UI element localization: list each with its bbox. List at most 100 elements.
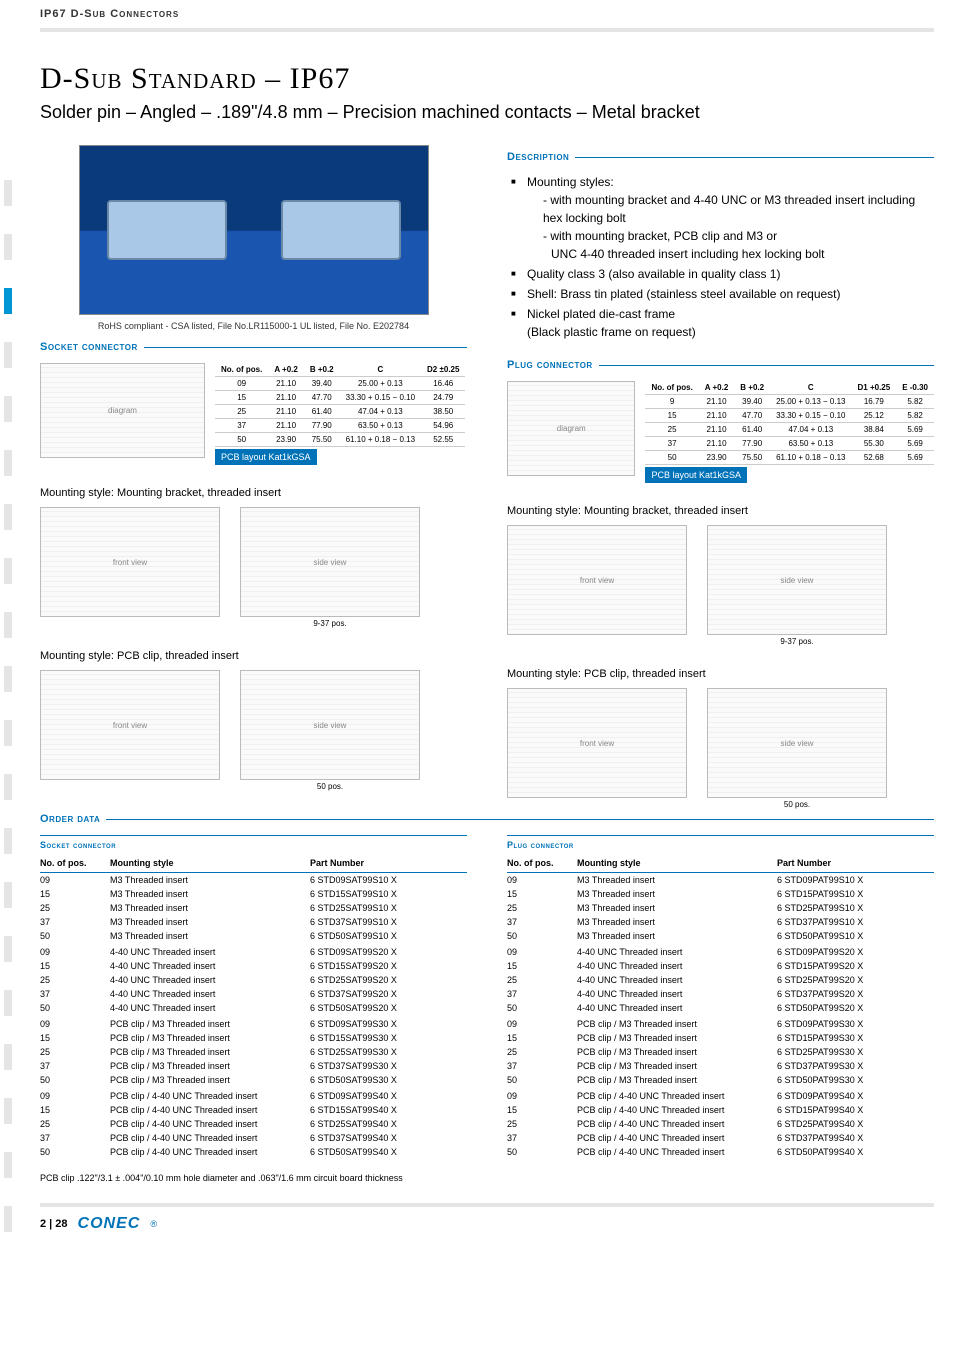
socket-dimension-table: No. of pos.A +0.2B +0.2CD2 ±0.250921.103… (215, 363, 465, 447)
order-cell: 15 (507, 887, 577, 901)
order-cell: 6 STD09PAT99S20 X (777, 943, 934, 959)
order-cell: 09 (507, 1087, 577, 1103)
order-cell: 6 STD50PAT99S20 X (777, 1001, 934, 1015)
order-row: 25PCB clip / 4-40 UNC Threaded insert6 S… (40, 1117, 467, 1131)
desc-item-shell: Shell: Brass tin plated (stainless steel… (511, 285, 934, 303)
dim-cell: 47.70 (734, 409, 770, 423)
order-cell: 37 (507, 915, 577, 929)
order-cell: 6 STD50SAT99S30 X (310, 1073, 467, 1087)
order-row: 09M3 Threaded insert6 STD09SAT99S10 X (40, 873, 467, 888)
pos-label-b: 50 pos. (240, 782, 420, 791)
dim-cell: 21.10 (699, 437, 735, 451)
order-cell: 6 STD37PAT99S40 X (777, 1131, 934, 1145)
dim-cell: 25 (215, 405, 268, 419)
order-row: 094-40 UNC Threaded insert6 STD09SAT99S2… (40, 943, 467, 959)
dim-col-header: B +0.2 (304, 363, 340, 377)
order-cell: 6 STD25PAT99S20 X (777, 973, 934, 987)
plug-dimension-table: No. of pos.A +0.2B +0.2CD1 +0.25E -0.309… (645, 381, 934, 465)
order-cell: 6 STD50SAT99S20 X (310, 1001, 467, 1015)
order-col-header: No. of pos. (507, 854, 577, 873)
order-cell: M3 Threaded insert (110, 929, 310, 943)
order-cell: 6 STD50PAT99S10 X (777, 929, 934, 943)
dim-cell: 5.69 (896, 437, 934, 451)
dim-row: 0921.1039.4025.00 + 0.1316.46 (215, 377, 465, 391)
order-cell: 25 (507, 1045, 577, 1059)
order-cell: 15 (40, 1031, 110, 1045)
pcb-layout-badge: PCB layout Kat1kGSA (215, 449, 317, 465)
order-cell: M3 Threaded insert (110, 873, 310, 888)
dim-cell: 47.04 + 0.13 (770, 423, 851, 437)
dim-cell: 21.10 (699, 395, 735, 409)
order-cell: 6 STD37SAT99S30 X (310, 1059, 467, 1073)
order-row: 37M3 Threaded insert6 STD37SAT99S10 X (40, 915, 467, 929)
dim-cell: 52.55 (421, 433, 465, 447)
dim-col-header: A +0.2 (699, 381, 735, 395)
order-row: 50PCB clip / 4-40 UNC Threaded insert6 S… (40, 1145, 467, 1159)
order-cell: 25 (40, 973, 110, 987)
mount-bracket-label-plug: Mounting style: Mounting bracket, thread… (507, 505, 934, 517)
dim-cell: 55.30 (852, 437, 897, 451)
order-cell: M3 Threaded insert (577, 901, 777, 915)
desc-item-quality: Quality class 3 (also available in quali… (511, 265, 934, 283)
order-cell: M3 Threaded insert (110, 887, 310, 901)
order-cell: 6 STD50PAT99S30 X (777, 1073, 934, 1087)
dim-cell: 38.50 (421, 405, 465, 419)
order-cell: 6 STD37SAT99S20 X (310, 987, 467, 1001)
dim-cell: 21.10 (268, 405, 304, 419)
plug-pcb-diagram-front: front view (507, 688, 687, 798)
order-cell: 6 STD37PAT99S10 X (777, 915, 934, 929)
order-row: 50M3 Threaded insert6 STD50SAT99S10 X (40, 929, 467, 943)
order-cell: PCB clip / M3 Threaded insert (110, 1031, 310, 1045)
order-row: 37PCB clip / M3 Threaded insert6 STD37PA… (507, 1059, 934, 1073)
order-col-header: Part Number (777, 854, 934, 873)
dim-col-header: A +0.2 (268, 363, 304, 377)
order-cell: 25 (507, 1117, 577, 1131)
dim-cell: 47.04 + 0.13 (340, 405, 421, 419)
dim-cell: 33.30 + 0.15 − 0.10 (770, 409, 851, 423)
order-cell: 4-40 UNC Threaded insert (577, 943, 777, 959)
dim-cell: 5.69 (896, 423, 934, 437)
order-cell: 50 (507, 929, 577, 943)
order-cell: 25 (507, 973, 577, 987)
socket-label-text: Socket connector (40, 341, 138, 353)
order-cell: PCB clip / 4-40 UNC Threaded insert (110, 1145, 310, 1159)
dim-cell: 24.79 (421, 391, 465, 405)
order-cell: 4-40 UNC Threaded insert (110, 943, 310, 959)
order-cell: 6 STD09SAT99S40 X (310, 1087, 467, 1103)
dim-cell: 21.10 (699, 423, 735, 437)
order-col-header: Part Number (310, 854, 467, 873)
dim-cell: 16.79 (852, 395, 897, 409)
dim-cell: 9 (645, 395, 698, 409)
mount-pcb-diagram-front: front view (40, 670, 220, 780)
order-cell: 4-40 UNC Threaded insert (577, 973, 777, 987)
order-row: 50M3 Threaded insert6 STD50PAT99S10 X (507, 929, 934, 943)
dim-cell: 61.10 + 0.18 − 0.13 (770, 451, 851, 465)
dim-col-header: C (340, 363, 421, 377)
dim-cell: 75.50 (734, 451, 770, 465)
order-cell: 6 STD15PAT99S20 X (777, 959, 934, 973)
dim-cell: 23.90 (268, 433, 304, 447)
dim-col-header: D2 ±0.25 (421, 363, 465, 377)
order-cell: PCB clip / 4-40 UNC Threaded insert (110, 1117, 310, 1131)
order-row: 09PCB clip / M3 Threaded insert6 STD09PA… (507, 1015, 934, 1031)
order-cell: 6 STD09SAT99S20 X (310, 943, 467, 959)
pos-label-a: 9-37 pos. (240, 619, 420, 628)
order-row: 25PCB clip / M3 Threaded insert6 STD25PA… (507, 1045, 934, 1059)
dim-cell: 25.00 + 0.13 − 0.13 (770, 395, 851, 409)
description-list: Mounting styles: - with mounting bracket… (507, 173, 934, 341)
order-cell: 4-40 UNC Threaded insert (110, 1001, 310, 1015)
socket-diagram: diagram (40, 363, 205, 458)
order-cell: PCB clip / 4-40 UNC Threaded insert (577, 1131, 777, 1145)
dim-cell: 61.10 + 0.18 − 0.13 (340, 433, 421, 447)
dim-cell: 37 (215, 419, 268, 433)
order-row: 50PCB clip / M3 Threaded insert6 STD50PA… (507, 1073, 934, 1087)
dim-cell: 63.50 + 0.13 (770, 437, 851, 451)
socket-order-header: Socket connector (40, 836, 467, 855)
order-cell: 6 STD37PAT99S20 X (777, 987, 934, 1001)
order-cell: 6 STD25SAT99S40 X (310, 1117, 467, 1131)
order-cell: 6 STD37PAT99S30 X (777, 1059, 934, 1073)
footnote-text: PCB clip .122"/3.1 ± .004"/0.10 mm hole … (40, 1173, 934, 1183)
desc-item-frame: Nickel plated die-cast frame (Black plas… (511, 305, 934, 341)
dim-cell: 21.10 (268, 391, 304, 405)
dim-cell: 25.00 + 0.13 (340, 377, 421, 391)
